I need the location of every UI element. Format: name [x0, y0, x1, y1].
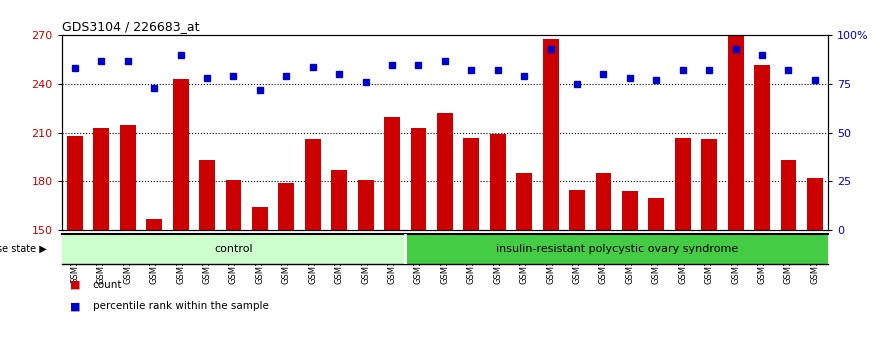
Bar	[67, 136, 83, 230]
Bar	[252, 207, 268, 230]
Text: control: control	[214, 244, 253, 254]
Text: disease state ▶: disease state ▶	[0, 244, 47, 254]
Bar	[781, 160, 796, 230]
Bar	[728, 35, 744, 230]
Bar	[807, 178, 823, 230]
Bar	[405, 234, 828, 264]
Text: ■: ■	[70, 280, 81, 290]
Bar	[146, 219, 162, 230]
Bar	[305, 139, 321, 230]
Bar	[622, 191, 638, 230]
Bar	[93, 128, 109, 230]
Bar	[569, 189, 585, 230]
Text: insulin-resistant polycystic ovary syndrome: insulin-resistant polycystic ovary syndr…	[496, 244, 737, 254]
Bar	[199, 160, 215, 230]
Bar	[543, 39, 559, 230]
Bar	[331, 170, 347, 230]
Bar	[516, 173, 532, 230]
Bar	[411, 128, 426, 230]
Bar	[596, 173, 611, 230]
Bar	[278, 183, 294, 230]
Text: percentile rank within the sample: percentile rank within the sample	[93, 301, 269, 311]
Bar	[226, 180, 241, 230]
Bar	[701, 139, 717, 230]
Bar	[754, 65, 770, 230]
Bar	[648, 198, 664, 230]
Bar	[358, 180, 374, 230]
Bar	[490, 135, 506, 230]
Bar	[675, 138, 691, 230]
Text: ■: ■	[70, 301, 81, 311]
Text: GDS3104 / 226683_at: GDS3104 / 226683_at	[62, 20, 199, 33]
Text: count: count	[93, 280, 122, 290]
Bar	[120, 125, 136, 230]
Bar	[62, 234, 405, 264]
Bar	[173, 79, 189, 230]
Bar	[463, 138, 479, 230]
Bar	[437, 113, 453, 230]
Bar	[384, 116, 400, 230]
